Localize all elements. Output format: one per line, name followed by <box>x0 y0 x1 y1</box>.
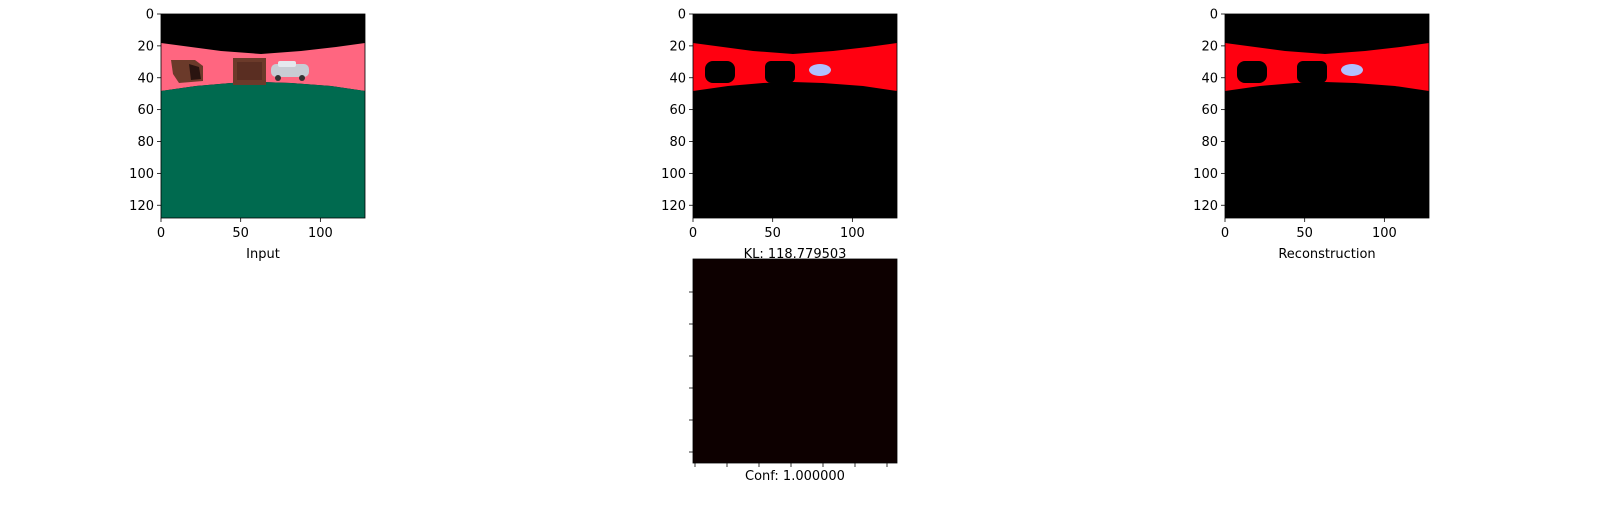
input-box-left <box>171 60 203 83</box>
kl-ytick-label: 60 <box>669 103 686 118</box>
reconstruction-ytick-label: 100 <box>1193 167 1218 182</box>
reconstruction-ytick-label: 20 <box>1201 39 1218 54</box>
input-ytick-label: 60 <box>137 103 154 118</box>
panel-reconstruction <box>1224 13 1430 219</box>
reconstruction-ytick-label: 80 <box>1201 135 1218 150</box>
kl-image <box>693 14 897 218</box>
panel-input <box>160 13 366 219</box>
reconstruction-frame <box>1224 13 1430 219</box>
confidence-frame <box>692 258 898 464</box>
reconstruction-xtick-label: 50 <box>1296 226 1313 241</box>
input-floor <box>161 82 365 218</box>
reconstruction-xlabel: Reconstruction <box>1278 247 1375 262</box>
input-ytick-label: 0 <box>146 8 154 23</box>
kl-xtick-label: 100 <box>840 226 865 241</box>
input-xtick-label: 100 <box>308 226 333 241</box>
reconstruction-ytick-label: 120 <box>1193 199 1218 214</box>
kl-ytick-label: 0 <box>678 8 686 23</box>
input-image <box>161 14 365 218</box>
confidence-ticks <box>689 291 888 467</box>
kl-ytick-label: 100 <box>661 167 686 182</box>
input-ytick-label: 20 <box>137 39 154 54</box>
confidence-heatmap <box>693 259 897 463</box>
input-xlabel: Input <box>246 247 280 262</box>
kl-ytick-label: 80 <box>669 135 686 150</box>
input-box-center <box>233 58 266 85</box>
input-xtick-label: 0 <box>157 226 165 241</box>
input-car <box>271 61 309 81</box>
kl-background <box>693 14 897 218</box>
kl-xtick-label: 50 <box>764 226 781 241</box>
reconstruction-shadow-center <box>1297 61 1327 83</box>
kl-shadow-left <box>705 61 735 83</box>
kl-xtick-label: 0 <box>689 226 697 241</box>
panel-kl <box>692 13 898 219</box>
input-xtick-label: 50 <box>232 226 249 241</box>
input-ytick-label: 100 <box>129 167 154 182</box>
reconstruction-ytick-label: 60 <box>1201 103 1218 118</box>
reconstruction-ytick-label: 0 <box>1210 8 1218 23</box>
reconstruction-xtick-label: 100 <box>1372 226 1397 241</box>
kl-shadow-center <box>765 61 795 83</box>
input-frame <box>160 13 366 219</box>
kl-car <box>809 64 831 76</box>
kl-xlabel: KL: 118.779503 <box>744 247 847 262</box>
kl-ytick-label: 40 <box>669 71 686 86</box>
kl-ytick-label: 120 <box>661 199 686 214</box>
reconstruction-ytick-label: 40 <box>1201 71 1218 86</box>
kl-ytick-label: 20 <box>669 39 686 54</box>
reconstruction-background <box>1225 14 1429 218</box>
input-ytick-label: 120 <box>129 199 154 214</box>
reconstruction-image <box>1225 14 1429 218</box>
reconstruction-shadow-left <box>1237 61 1267 83</box>
kl-frame <box>692 13 898 219</box>
confidence-xlabel: Conf: 1.000000 <box>745 469 845 484</box>
reconstruction-xtick-label: 0 <box>1221 226 1229 241</box>
panel-confidence <box>689 258 898 467</box>
input-ytick-label: 80 <box>137 135 154 150</box>
reconstruction-car <box>1341 64 1363 76</box>
input-ytick-label: 40 <box>137 71 154 86</box>
